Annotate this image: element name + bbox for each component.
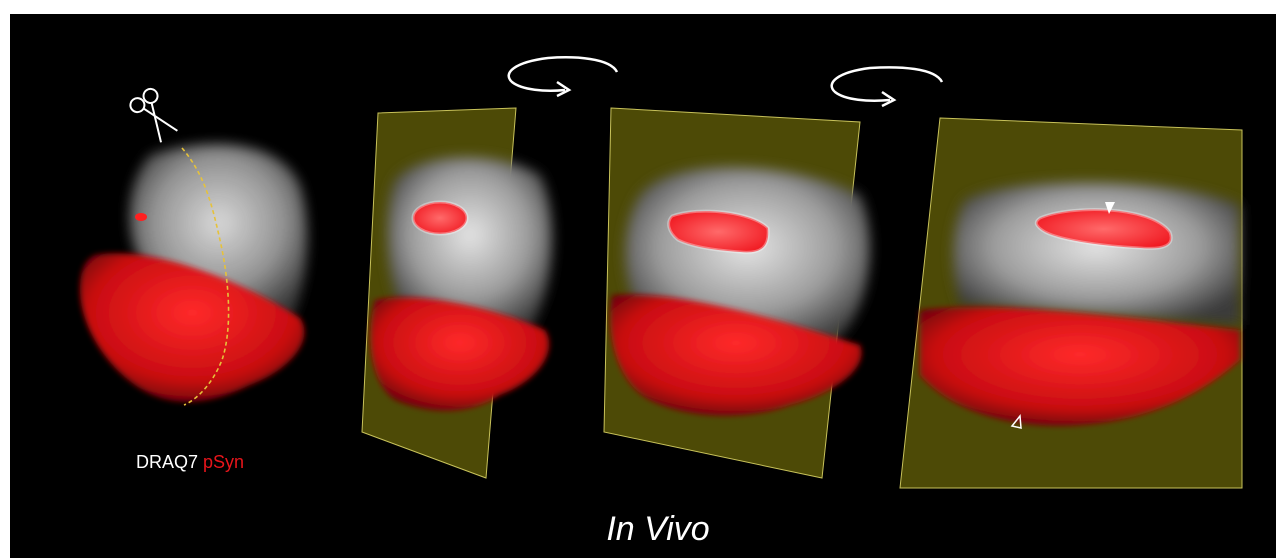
cut-line (181, 147, 230, 406)
volume-uncut (80, 143, 308, 406)
arrowhead-outline-icon (1010, 414, 1022, 429)
stain-legend: DRAQ7 pSyn (136, 452, 244, 473)
volume-slice-2 (603, 107, 870, 479)
volume-slice-3 (899, 117, 1243, 489)
legend-label-psyn: pSyn (203, 452, 245, 472)
volume-slice-1 (361, 107, 553, 479)
legend-label-draq7: DRAQ7 (136, 452, 199, 472)
arrowhead-filled-icon (1105, 202, 1115, 214)
rotate-arrow-icon (830, 66, 944, 108)
figure-caption: In Vivo (606, 510, 710, 548)
rotate-arrow-icon (507, 56, 619, 98)
scissors-icon (129, 87, 178, 143)
